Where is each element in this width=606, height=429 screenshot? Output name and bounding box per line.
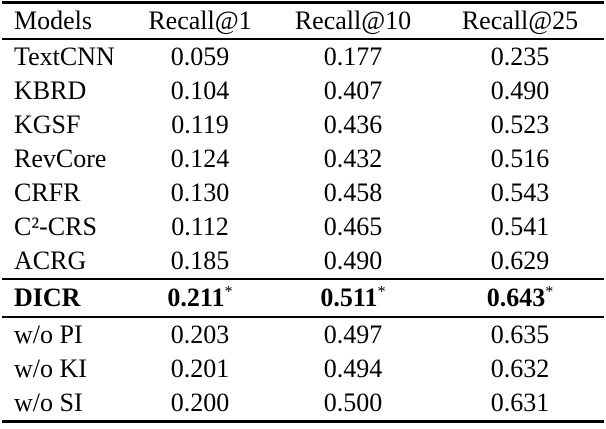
metric-value-cell: 0.104 [170, 76, 230, 105]
metric-value-cell: 0.631 [490, 388, 550, 417]
model-name-cell: RevCore [14, 144, 107, 173]
col-header-recall1: Recall@1 [148, 6, 252, 35]
table-row-kbrd: KBRD 0.104 0.407 0.490 [2, 74, 604, 108]
table-row-acrg: ACRG 0.185 0.490 0.629 [2, 244, 604, 279]
model-name-cell: KGSF [14, 110, 81, 139]
metric-value-cell: 0.407 [323, 76, 383, 105]
metric-value-cell: 0.523 [490, 110, 550, 139]
metric-value-cell: 0.211* [167, 283, 233, 312]
metric-value-cell: 0.541 [490, 212, 550, 241]
table-body: TextCNN 0.059 0.177 0.235 KBRD 0.104 0.407 0.49… [2, 39, 604, 422]
metric-value-cell: 0.490 [323, 246, 383, 275]
metric-value-cell: 0.632 [490, 354, 550, 383]
metric-value-cell: 0.059 [170, 42, 230, 71]
table-row-w-o-ki: w/o KI 0.201 0.494 0.632 [2, 352, 604, 386]
metric-value-cell: 0.436 [323, 110, 383, 139]
table-row-crfr: CRFR 0.130 0.458 0.543 [2, 176, 604, 210]
metric-value-cell: 0.119 [171, 110, 229, 139]
metric-value-cell: 0.203 [170, 320, 230, 349]
metric-value-cell: 0.497 [323, 320, 383, 349]
significance-star: * [545, 283, 554, 301]
metric-value-cell: 0.629 [490, 246, 550, 275]
significance-star: * [224, 283, 233, 301]
metric-value-cell: 0.643* [486, 283, 554, 312]
metric-value-cell: 0.465 [323, 212, 383, 241]
metric-value-cell: 0.177 [323, 42, 383, 71]
model-name-cell: KBRD [14, 76, 87, 105]
col-header-recall25: Recall@25 [461, 6, 579, 35]
header-row: Models Recall@1 Recall@10 Recall@25 [2, 3, 604, 39]
table-row-c-crs: C²-CRS 0.112 0.465 0.541 [2, 210, 604, 244]
metric-value-cell: 0.112 [171, 212, 229, 241]
results-table: Models Recall@1 Recall@10 Recall@25 Text… [2, 1, 604, 423]
metric-value-cell: 0.235 [490, 42, 550, 71]
metric-value-cell: 0.200 [170, 388, 230, 417]
metric-value-cell: 0.201 [170, 354, 230, 383]
table-row-w-o-pi: w/o PI 0.203 0.497 0.635 [2, 317, 604, 352]
model-name-cell: DICR [14, 283, 81, 312]
table-row-w-o-si: w/o SI 0.200 0.500 0.631 [2, 386, 604, 422]
metric-value-cell: 0.500 [323, 388, 383, 417]
table-row-textcnn: TextCNN 0.059 0.177 0.235 [2, 39, 604, 74]
table-row-kgsf: KGSF 0.119 0.436 0.523 [2, 108, 604, 142]
metric-value-cell: 0.543 [490, 178, 550, 207]
metric-value-cell: 0.185 [170, 246, 230, 275]
metric-value-cell: 0.432 [323, 144, 383, 173]
model-name-cell: w/o KI [14, 354, 87, 383]
metric-value-cell: 0.130 [170, 178, 230, 207]
metric-value-cell: 0.516 [490, 144, 550, 173]
model-name-cell: C²-CRS [14, 212, 97, 241]
col-header-recall10: Recall@10 [294, 6, 412, 35]
model-name-cell: CRFR [14, 178, 81, 207]
metric-value-cell: 0.494 [323, 354, 383, 383]
significance-star: * [377, 283, 386, 301]
model-name-cell: w/o PI [14, 320, 83, 349]
model-name-cell: TextCNN [14, 42, 115, 71]
table-row-dicr: DICR 0.211* 0.511* 0.643* [2, 279, 604, 317]
metric-value-cell: 0.635 [490, 320, 550, 349]
metric-value-cell: 0.511* [320, 283, 386, 312]
metric-value-cell: 0.124 [170, 144, 230, 173]
col-header-models: Models [14, 6, 92, 35]
metric-value-cell: 0.458 [323, 178, 383, 207]
metric-value-cell: 0.490 [490, 76, 550, 105]
table-row-revcore: RevCore 0.124 0.432 0.516 [2, 142, 604, 176]
model-name-cell: w/o SI [14, 388, 83, 417]
model-name-cell: ACRG [14, 246, 87, 275]
